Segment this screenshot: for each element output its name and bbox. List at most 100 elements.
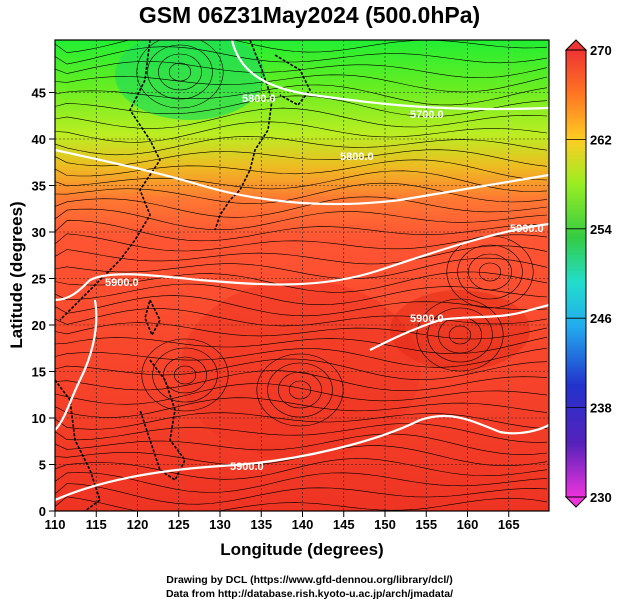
colorbar-top-arrow — [564, 39, 588, 51]
streamline — [55, 496, 548, 511]
streamline — [55, 336, 548, 355]
y-tick-label: 35 — [32, 179, 46, 194]
x-tick-label: 135 — [250, 517, 272, 532]
streamline — [55, 295, 548, 317]
axis-ticks — [49, 92, 510, 517]
warm-patch-east — [390, 290, 530, 370]
contour-label: 5900.0 — [410, 313, 444, 325]
gridlines — [55, 40, 549, 511]
streamline — [55, 322, 548, 340]
streamline — [55, 257, 548, 280]
vortex-streamline — [478, 262, 502, 282]
y-tick-label: 45 — [32, 86, 46, 101]
x-tick-label: 150 — [374, 517, 396, 532]
coastline-korea-china — [59, 40, 161, 321]
streamline — [55, 159, 548, 181]
vortex-streamline — [256, 353, 344, 427]
vortex-streamline — [448, 325, 472, 345]
contours — [55, 40, 549, 502]
y-tick-label: 10 — [32, 411, 46, 426]
streamline — [55, 483, 548, 505]
contour-5800-north — [55, 148, 549, 206]
contour-label: 5900.0 — [510, 223, 544, 235]
y-axis-label: Latitude (degrees) — [7, 201, 26, 348]
x-tick-labels: 110 115 120 125 130 135 140 145 150 155 160 165 — [45, 517, 520, 532]
contour-labels: 5800.0 5700.0 5800.0 5900.0 5900.0 5900.0 5900… — [105, 93, 544, 473]
vortex-streamline — [457, 244, 523, 300]
streamline — [55, 412, 548, 430]
y-tick-label: 0 — [39, 504, 46, 519]
vortex-streamline — [468, 253, 512, 291]
colorbar-bottom-arrow — [564, 496, 588, 508]
streamline — [55, 170, 548, 192]
vortex-streamline — [147, 44, 213, 100]
x-tick-label: 145 — [333, 517, 355, 532]
streamline — [55, 245, 548, 265]
contour-label: 5800.0 — [242, 93, 276, 105]
vortex-streamline — [152, 347, 218, 403]
x-tick-label: 165 — [498, 517, 520, 532]
colorbar-bar — [565, 49, 587, 498]
streamline — [55, 136, 548, 156]
x-axis-label: Longitude (degrees) — [220, 540, 383, 559]
streamline — [55, 370, 548, 392]
x-tick-label: 120 — [127, 517, 149, 532]
y-tick-label: 30 — [32, 225, 46, 240]
colorbar-tick-label: 254 — [590, 222, 612, 237]
credit-drawing: Drawing by DCL (https://www.gfd-dennou.o… — [166, 574, 453, 586]
x-tick-label: 155 — [415, 517, 437, 532]
x-tick-label: 115 — [86, 517, 107, 532]
streamline — [55, 358, 548, 380]
colorbar-tick-label: 230 — [590, 490, 612, 505]
vortex-streamline — [136, 40, 224, 109]
vortex-streamline — [278, 371, 322, 409]
vortex-streamline — [288, 380, 312, 400]
y-tick-label: 5 — [39, 458, 46, 473]
contour-label: 5900.0 — [230, 461, 264, 473]
map-title: GSM 06Z31May2024 (500.0hPa) — [138, 2, 481, 28]
streamline — [55, 149, 548, 167]
coastline-hokkaido — [274, 54, 311, 107]
streamline — [55, 107, 548, 129]
coastlines — [55, 40, 311, 511]
contour-label: 5900.0 — [105, 277, 139, 289]
streamline — [55, 423, 548, 443]
vortex-streamline — [427, 307, 493, 363]
streamline — [55, 347, 548, 368]
coastline-taiwan — [144, 297, 161, 337]
streamline — [55, 196, 548, 218]
streamline — [55, 84, 548, 106]
colorbar-tick-label: 270 — [590, 43, 612, 58]
vortex-streamline — [141, 338, 229, 412]
colorbar-tick-label: 238 — [590, 401, 612, 416]
plot-area: 5800.0 5700.0 5800.0 5900.0 5900.0 5900.0 5900… — [55, 40, 549, 511]
coastline-philippines — [139, 359, 186, 482]
streamline — [55, 397, 548, 418]
contour-5700 — [230, 40, 549, 111]
x-tick-label: 110 — [45, 517, 66, 532]
streamlines — [55, 40, 548, 511]
vortex-streamline — [168, 62, 192, 82]
streamline — [55, 383, 548, 405]
streamline — [55, 472, 548, 493]
streamline — [55, 46, 548, 65]
streamline — [55, 233, 548, 252]
contour-5900-north — [55, 222, 549, 302]
y-tick-label: 20 — [32, 318, 46, 333]
streamline — [55, 458, 548, 480]
y-tick-label: 25 — [32, 272, 46, 287]
vortex-streamline — [173, 365, 197, 385]
x-tick-label: 160 — [457, 517, 479, 532]
streamline — [55, 61, 548, 79]
y-tick-label: 15 — [32, 365, 46, 380]
streamline — [55, 121, 548, 143]
colorbar-tick-label: 262 — [590, 132, 612, 147]
contour-label: 5700.0 — [410, 109, 444, 121]
coastline-japan — [214, 40, 273, 231]
streamline — [55, 271, 548, 293]
streamline — [55, 433, 548, 456]
credit-data: Data from http://database.rish.kyoto-u.a… — [165, 588, 454, 600]
contour-5900-west — [55, 299, 98, 431]
x-tick-label: 130 — [209, 517, 231, 532]
